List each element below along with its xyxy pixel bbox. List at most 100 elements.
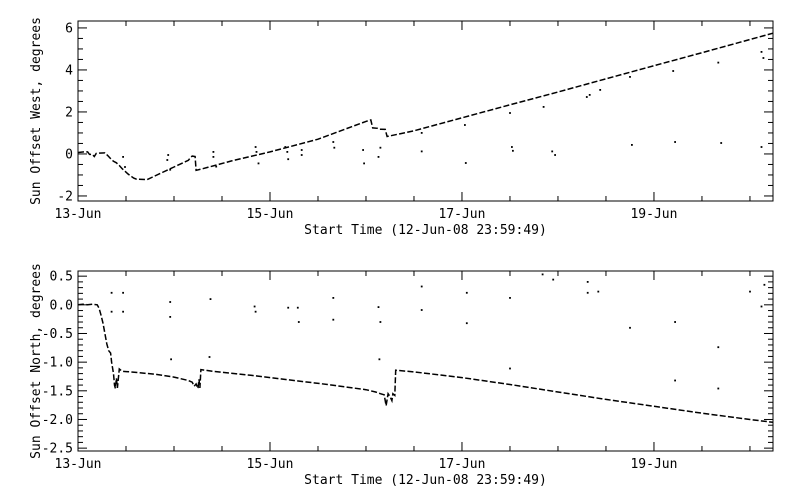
scatter-point	[379, 321, 382, 323]
y-tick-label: -2.5	[42, 442, 73, 457]
y-tick-label: 6	[65, 21, 73, 36]
scatter-point	[333, 146, 336, 149]
scatter-point	[215, 165, 218, 168]
scatter-point	[674, 379, 676, 382]
scatter-point	[629, 76, 631, 78]
scatter-point	[420, 309, 423, 311]
scatter-point	[749, 290, 751, 293]
scatter-point	[254, 310, 257, 313]
scatter-point	[552, 278, 555, 281]
scatter-point	[284, 146, 287, 148]
scatter-point	[254, 146, 257, 148]
x-tick-label: 19-Jun	[630, 457, 677, 472]
scatter-point	[300, 149, 303, 151]
scatter-point	[378, 358, 381, 361]
scatter-point	[253, 305, 256, 308]
scatter-point	[166, 159, 169, 161]
scatter-point	[509, 112, 511, 114]
scatter-point	[122, 310, 124, 313]
scatter-point	[169, 168, 172, 171]
y-tick-label: -2.0	[42, 413, 73, 428]
scatter-point	[124, 166, 126, 168]
scatter-point	[674, 321, 676, 323]
y-tick-label: 2	[65, 105, 73, 120]
scatter-point	[541, 273, 544, 276]
scatter-point	[420, 150, 423, 153]
scatter-point	[420, 285, 423, 288]
scatter-point	[674, 141, 676, 143]
y-axis-title: Sun Offset North, degrees	[29, 263, 44, 459]
scatter-point	[465, 291, 468, 294]
scatter-point	[122, 156, 124, 158]
x-tick-label: 15-Jun	[247, 207, 294, 222]
scatter-point	[110, 310, 113, 313]
scatter-point	[167, 154, 170, 156]
scatter-point	[286, 151, 289, 153]
scatter-point	[586, 291, 589, 294]
y-tick-label: -0.5	[42, 327, 73, 342]
plot-frame	[77, 20, 774, 202]
scatter-point	[287, 158, 290, 161]
scatter-point	[122, 291, 124, 294]
y-tick-label: -1.5	[42, 384, 73, 399]
scatter-point	[760, 51, 763, 53]
scatter-point	[296, 306, 299, 309]
scatter-point	[720, 142, 723, 144]
scatter-point	[585, 96, 588, 98]
scatter-point	[760, 305, 763, 308]
sun-offset-west-chart: 13-Jun 15-Jun 17-Jun 19-Jun -2 0 2 4 6 Start Time…	[29, 17, 774, 238]
y-axis-title: Sun Offset West, degrees	[29, 17, 44, 205]
x-tick-label: 15-Jun	[247, 457, 294, 472]
x-tick-label: 17-Jun	[438, 457, 485, 472]
scatter-point	[170, 358, 172, 361]
scatter-point	[464, 162, 467, 164]
scatter-point	[717, 387, 720, 390]
scatter-point	[763, 283, 766, 286]
scatter-point	[554, 154, 556, 156]
scatter-point	[511, 146, 513, 148]
scatter-point	[362, 149, 364, 151]
scatter-point	[420, 132, 423, 134]
scatter-point	[287, 306, 290, 309]
scatter-point	[332, 141, 335, 143]
scatter-point	[762, 57, 765, 59]
y-tick-label: 0	[65, 147, 73, 162]
scatter-point	[464, 124, 466, 126]
scatter-point	[717, 346, 720, 349]
scatter-point	[255, 151, 258, 153]
scatter-point	[599, 89, 602, 91]
scatter-point	[509, 367, 511, 370]
scatter-point	[212, 156, 215, 158]
scatter-point	[588, 94, 591, 96]
scatter-point	[169, 301, 172, 303]
y-tick-label: 4	[65, 63, 73, 78]
scatter-point	[300, 154, 303, 156]
x-tick-label: 19-Jun	[630, 207, 677, 222]
scatter-point	[297, 321, 300, 323]
y-tick-label: 0.5	[50, 270, 73, 285]
scatter-point	[512, 149, 514, 152]
scatter-point	[597, 290, 600, 293]
scatter-point	[208, 356, 211, 358]
scatter-point	[363, 162, 365, 165]
scatter-point	[551, 150, 554, 153]
scatter-point	[586, 281, 589, 283]
scatter-point	[717, 61, 720, 64]
x-tick-label: 13-Jun	[55, 457, 102, 472]
data-line	[77, 32, 774, 181]
scatter-point	[542, 106, 545, 108]
plot-frame	[77, 270, 774, 452]
x-tick-label: 17-Jun	[438, 207, 485, 222]
x-tick-label: 13-Jun	[55, 207, 102, 222]
scatter-point	[377, 156, 380, 158]
scatter-point	[169, 316, 172, 318]
scatter-point	[332, 297, 335, 299]
scatter-point	[760, 146, 763, 148]
scatter-point	[629, 326, 631, 329]
sun-offset-north-figure: 13-Jun 15-Jun 17-Jun 19-Jun 0.5 0.0 -0.5 -1.0 -1…	[0, 250, 800, 500]
scatter-point	[110, 291, 113, 294]
y-tick-label: -2	[57, 189, 73, 204]
y-tick-label: -1.0	[42, 356, 73, 371]
scatter-point	[332, 318, 335, 321]
